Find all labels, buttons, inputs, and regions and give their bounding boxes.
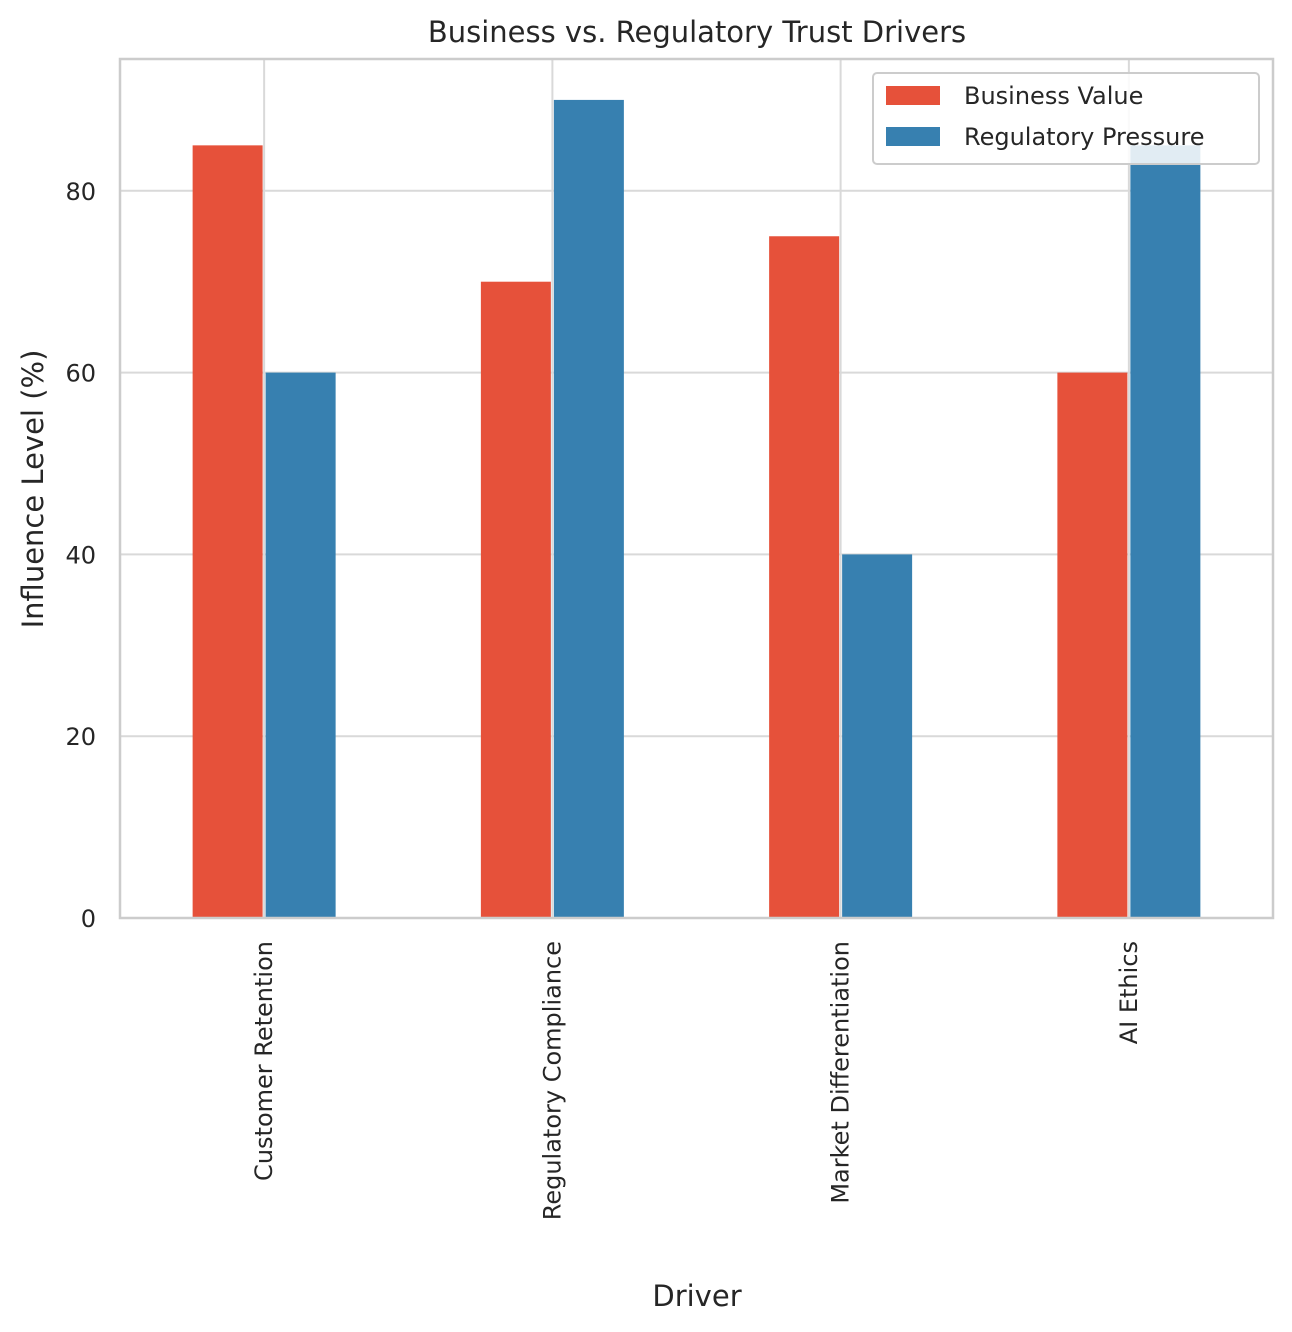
y-axis-label: Influence Level (%)	[16, 350, 50, 629]
y-tick-label: 20	[65, 723, 96, 751]
legend-box	[872, 72, 1260, 165]
bar-business-value-market-differentiation	[769, 236, 840, 918]
y-tick-label: 0	[81, 905, 96, 933]
y-tick-label: 60	[65, 360, 96, 388]
y-axis-ticks: 0 20 40 60 80	[65, 178, 96, 933]
x-tick-label-customer-retention: Customer Retention	[250, 941, 278, 1181]
x-tick-label-ai-ethics: AI Ethics	[1115, 941, 1143, 1044]
y-tick-label: 40	[65, 541, 96, 569]
bar-business-value-ai-ethics	[1057, 372, 1128, 919]
bar-business-value-customer-retention	[192, 145, 263, 918]
chart-title: Business vs. Regulatory Trust Drivers	[428, 15, 966, 49]
bars	[192, 99, 1201, 919]
x-tick-label-regulatory-compliance: Regulatory Compliance	[538, 941, 566, 1220]
plot-frame	[118, 57, 1275, 920]
bar-regulatory-pressure-customer-retention	[265, 372, 336, 919]
legend-label-regulatory-pressure: Regulatory Pressure	[964, 123, 1204, 151]
y-tick-label: 80	[65, 178, 96, 206]
legend: Business Value Regulatory Pressure	[872, 72, 1260, 165]
x-axis-ticks: Customer Retention Regulatory Compliance M…	[250, 941, 1143, 1220]
legend-label-business-value: Business Value	[964, 82, 1143, 110]
bar-regulatory-pressure-market-differentiation	[842, 554, 913, 918]
bar-business-value-regulatory-compliance	[480, 281, 551, 918]
bar-regulatory-pressure-regulatory-compliance	[553, 99, 624, 918]
x-axis-label: Driver	[652, 1279, 741, 1313]
legend-swatch-regulatory-pressure	[886, 127, 940, 146]
bar-regulatory-pressure-ai-ethics	[1130, 145, 1201, 918]
x-tick-label-market-differentiation: Market Differentiation	[827, 941, 855, 1204]
legend-swatch-business-value	[886, 86, 940, 105]
